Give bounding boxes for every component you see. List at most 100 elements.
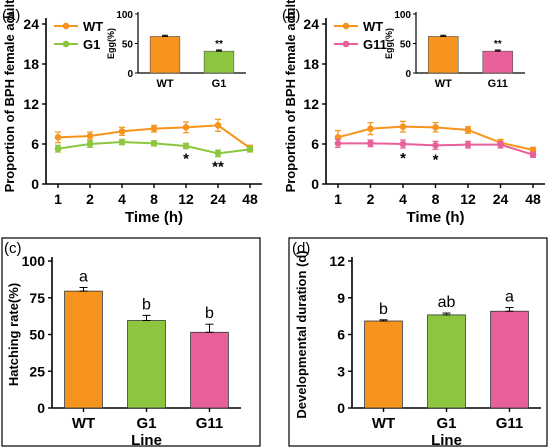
panel-a-inset-bar-WT bbox=[149, 36, 181, 74]
panel-b-y-tick-label: 0 bbox=[311, 176, 319, 192]
panel-a-y-axis-title: Proportion of BPH female adult bbox=[2, 0, 17, 192]
panel-c-y-tick-label: 100 bbox=[22, 253, 46, 269]
panel-c-bar-G11 bbox=[190, 331, 229, 409]
panel-a-series-G1-point bbox=[150, 140, 158, 147]
panel-a-series-G1-point bbox=[182, 142, 190, 150]
panel-a-significance-mark: * bbox=[183, 151, 189, 168]
panel-b-significance-mark: * bbox=[433, 151, 439, 168]
panel-c-bar-WT-letter: a bbox=[79, 268, 88, 285]
panel-a-x-tick-label: 8 bbox=[150, 191, 158, 207]
panel-a-y-tick-label: 0 bbox=[31, 176, 39, 192]
panel-a-series-WT-point bbox=[150, 125, 158, 132]
panel-d-x-tick-label: G1 bbox=[436, 415, 456, 432]
panel-b-series-G11-point bbox=[334, 140, 342, 147]
panel-a-significance-mark: ** bbox=[212, 159, 224, 176]
panel-c-y-tick-label: 25 bbox=[29, 363, 45, 379]
panel-b-x-tick-label: 8 bbox=[432, 191, 440, 207]
panel-d-frame bbox=[288, 237, 548, 447]
panel-a-series-G1-point bbox=[214, 150, 222, 157]
panel-d-x-tick-label: WT bbox=[372, 415, 395, 432]
panel-c-y-tick-label: 0 bbox=[37, 400, 45, 416]
panel-b-inset-y-tick-label: 100 bbox=[394, 10, 411, 21]
panel-b-x-tick-label: 4 bbox=[399, 191, 407, 207]
panel-a-x-tick-label: 12 bbox=[178, 191, 194, 207]
panel-c-y-tick-label: 75 bbox=[29, 290, 45, 306]
panel-b-inset-y-tick-label: 50 bbox=[400, 40, 412, 51]
panel-b-x-tick-label: 12 bbox=[460, 191, 476, 207]
panel-a-x-axis-title: Time (h) bbox=[125, 209, 183, 226]
panel-a-inset-x-tick-label: G1 bbox=[212, 78, 227, 90]
panel-b-label: (b) bbox=[282, 7, 300, 24]
panel-d-bar-G1-letter: ab bbox=[438, 294, 456, 311]
panel-b-series-G11-point bbox=[464, 141, 472, 148]
panel-b-legend-G11-label: G11 bbox=[363, 37, 387, 52]
panel-a-y-tick-label: 24 bbox=[23, 16, 39, 32]
panel-c-y-axis-title: Hatching rate(%) bbox=[6, 283, 21, 386]
panel-a-y-tick-label: 12 bbox=[23, 96, 39, 112]
panel-a-series-G1-point bbox=[246, 146, 254, 153]
panel-a-series-G1-point bbox=[86, 140, 94, 148]
panel-d-bar-G11 bbox=[490, 310, 529, 409]
panel-c-x-tick-label: WT bbox=[72, 415, 95, 432]
panel-a-series-WT-point bbox=[214, 122, 222, 129]
panel-b-inset-y-tick-label: 0 bbox=[405, 69, 411, 80]
panel-a-inset-y-tick-label: 0 bbox=[127, 69, 133, 80]
panel-c-bar-G1 bbox=[127, 320, 166, 409]
panel-a-series-WT-point bbox=[54, 134, 62, 141]
panel-d-y-tick-label: 3 bbox=[337, 363, 345, 379]
panel-d-x-axis-title: Line bbox=[431, 432, 462, 448]
panel-d-y-axis-title: Developmental duration (d) bbox=[294, 250, 309, 418]
panel-b-series-WT-point bbox=[399, 123, 407, 130]
panel-d-y-tick-label: 9 bbox=[337, 290, 345, 306]
panel-d-y-tick-label: 0 bbox=[337, 400, 345, 416]
panel-b-y-axis-title: Proportion of BPH female adult bbox=[283, 0, 298, 192]
panel-b-inset-x-tick-label: G11 bbox=[488, 78, 508, 90]
panel-a-inset-significance-mark: ** bbox=[215, 39, 223, 50]
panel-a-series-WT-point bbox=[118, 128, 126, 135]
panel-b-y-tick-label: 12 bbox=[303, 96, 319, 112]
panel-a-series-G1-point bbox=[54, 145, 62, 152]
panel-c-bar-WT bbox=[64, 290, 103, 409]
panel-a-series-WT-point bbox=[182, 124, 190, 131]
panel-c-frame bbox=[1, 237, 261, 447]
panel-d-bar-G1 bbox=[427, 314, 466, 409]
panel-d-y-tick-label: 6 bbox=[337, 327, 345, 343]
panel-b-x-tick-label: 48 bbox=[525, 191, 541, 207]
panel-c-bar-G11-letter: b bbox=[205, 305, 214, 322]
panel-d-y-tick-label: 12 bbox=[329, 253, 345, 269]
panel-a-legend-WT-marker bbox=[62, 22, 70, 30]
panel-b-series-WT-point bbox=[367, 125, 374, 132]
panel-b-significance-mark: * bbox=[400, 150, 406, 167]
panel-a-inset-y-axis-title: Egg(%) bbox=[106, 28, 116, 59]
panel-b-inset-x-tick-label: WT bbox=[435, 78, 452, 90]
panel-a-series-G1-point bbox=[118, 138, 126, 146]
panel-c-x-axis-title: Line bbox=[131, 432, 162, 448]
panel-c-y-tick-label: 50 bbox=[29, 327, 45, 343]
panel-b-series-WT-point bbox=[464, 126, 472, 134]
panel-a-inset-x-tick-label: WT bbox=[156, 78, 173, 90]
panel-a-x-tick-label: 48 bbox=[242, 191, 258, 207]
panel-b-series-WT-point bbox=[432, 124, 439, 131]
panel-c-label: (c) bbox=[4, 240, 22, 257]
panel-d-bar-WT-letter: b bbox=[379, 301, 388, 318]
panel-b-series-G11-point bbox=[399, 140, 407, 148]
panel-b-inset-significance-mark: ** bbox=[494, 39, 502, 50]
panel-a-x-tick-label: 1 bbox=[54, 191, 62, 207]
panel-c-bar-G1-letter: b bbox=[142, 296, 151, 313]
panel-b-series-G11-point bbox=[432, 142, 439, 149]
panel-b-x-tick-label: 24 bbox=[493, 191, 509, 207]
panel-b-series-G11-point bbox=[497, 141, 504, 148]
panel-a-label: (a) bbox=[2, 7, 20, 24]
panel-a-legend-G1-label: G1 bbox=[83, 37, 100, 52]
panel-b-y-tick-label: 24 bbox=[303, 16, 319, 32]
panel-b-x-tick-label: 1 bbox=[334, 191, 342, 207]
panel-a-x-tick-label: 24 bbox=[210, 191, 226, 207]
panel-d-bar-G11-letter: a bbox=[505, 289, 514, 306]
panel-b-x-axis-title: Time (h) bbox=[406, 209, 464, 226]
panel-b-legend-WT-label: WT bbox=[363, 19, 383, 34]
panel-a-x-tick-label: 4 bbox=[118, 191, 126, 207]
panel-a-x-tick-label: 2 bbox=[86, 191, 94, 207]
panel-a-legend-G1-marker bbox=[62, 40, 70, 48]
panel-b-inset-bar-WT bbox=[427, 36, 459, 74]
